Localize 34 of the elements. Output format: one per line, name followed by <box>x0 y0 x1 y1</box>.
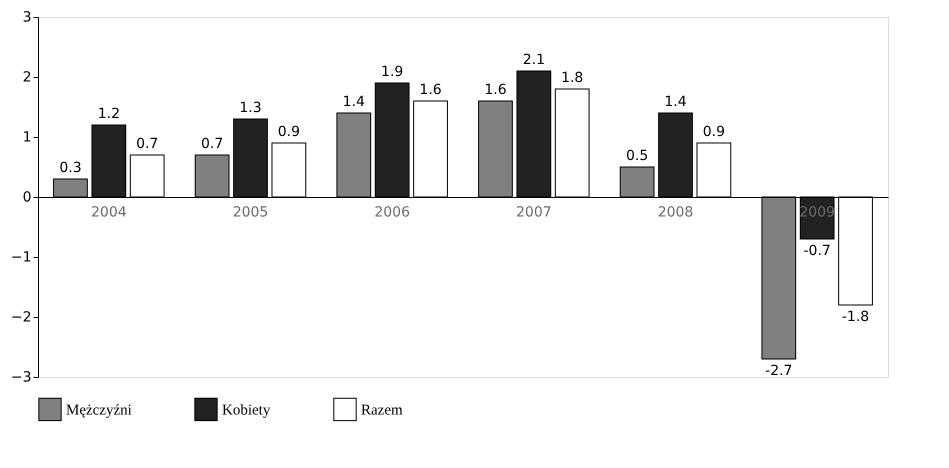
data-label: 1.2 <box>98 106 120 122</box>
data-label: 1.4 <box>664 94 687 110</box>
data-label: 1.9 <box>381 64 404 80</box>
data-label: 1.8 <box>561 70 584 86</box>
y-tick-label: −2 <box>10 310 32 326</box>
data-label: 1.3 <box>239 100 262 116</box>
data-label: 0.7 <box>136 136 158 152</box>
data-label: -0.7 <box>804 243 831 259</box>
y-tick-label: −1 <box>10 250 32 266</box>
data-label: 1.6 <box>419 82 442 98</box>
data-label: 1.4 <box>342 94 366 110</box>
x-tick-label: 2007 <box>516 204 552 220</box>
data-label: 0.7 <box>201 136 224 152</box>
x-tick-label: 2006 <box>374 204 410 220</box>
data-label: -1.8 <box>842 309 870 325</box>
legend-label: Razem <box>361 402 403 418</box>
x-tick-label: 2005 <box>232 204 268 220</box>
x-tick-label: 2004 <box>91 204 127 220</box>
data-label: -2.7 <box>765 363 792 379</box>
y-tick-label: −3 <box>10 370 32 386</box>
y-tick-label: 1 <box>22 130 32 146</box>
data-label: 0.3 <box>59 160 82 176</box>
x-tick-label: 2008 <box>658 204 694 220</box>
y-tick-label: 0 <box>22 190 32 206</box>
y-tick-label: 3 <box>22 10 32 26</box>
legend-label: Mężczyźni <box>66 402 132 418</box>
data-label: 0.5 <box>626 148 648 164</box>
data-label: 0.9 <box>278 124 300 140</box>
data-label: 2.1 <box>522 52 545 68</box>
data-label: 0.9 <box>702 124 725 140</box>
data-label: 1.6 <box>484 82 507 98</box>
x-tick-label: 2009 <box>799 204 835 220</box>
legend-label: Kobiety <box>222 402 271 418</box>
y-tick-label: 2 <box>22 70 32 86</box>
